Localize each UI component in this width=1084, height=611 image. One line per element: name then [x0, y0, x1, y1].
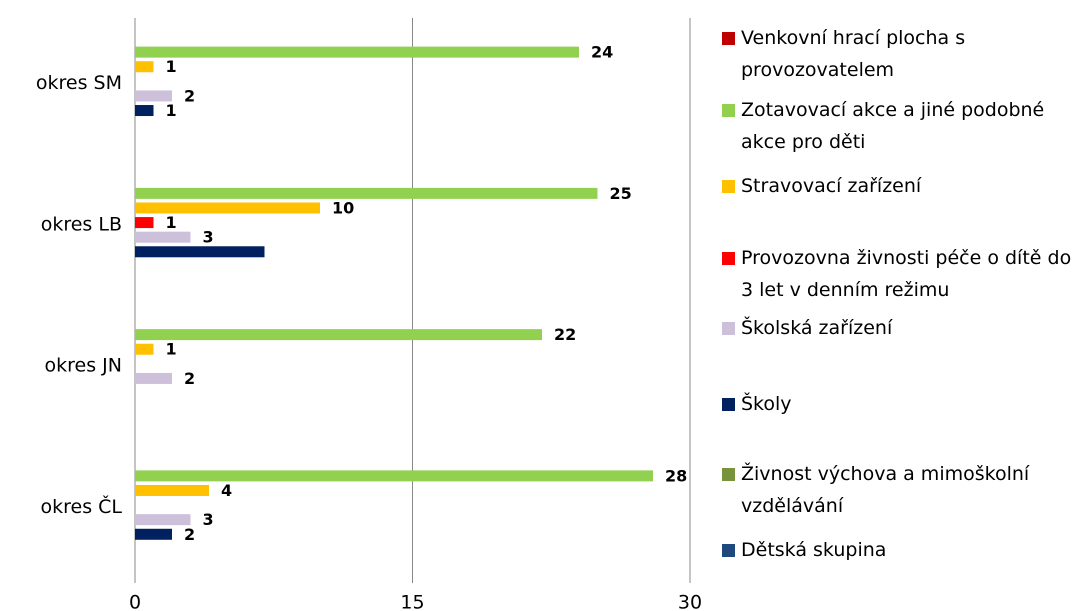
legend-item: Živnost výchova a mimoškolní vzdělávání [722, 458, 1072, 522]
legend-item: Dětská skupina [722, 534, 1072, 566]
data-label: 24 [591, 43, 613, 62]
bar [135, 343, 154, 355]
data-label: 2 [184, 525, 195, 544]
bar [135, 246, 265, 258]
bar [135, 329, 542, 341]
data-label: 4 [221, 481, 232, 500]
bar [135, 372, 172, 384]
legend-label: Živnost výchova a mimoškolní vzdělávání [741, 463, 1030, 517]
data-label: 1 [166, 213, 177, 232]
data-label: 2 [184, 86, 195, 105]
legend-label: Provozovna živnosti péče o dítě do 3 let… [741, 247, 1072, 301]
legend-item: Venkovní hrací plocha s provozovatelem [722, 22, 1072, 86]
legend-item: Provozovna živnosti péče o dítě do 3 let… [722, 242, 1072, 306]
legend-label: Zotavovací akce a jiné podobné akce pro … [741, 99, 1045, 153]
bar [135, 105, 154, 117]
legend-label: Stravovací zařízení [741, 175, 922, 197]
legend-swatch [722, 468, 735, 481]
bar [135, 528, 172, 540]
bar [135, 202, 320, 214]
data-label: 3 [203, 510, 214, 529]
data-label: 10 [332, 198, 354, 217]
x-tick-label: 30 [678, 592, 702, 611]
bar [135, 61, 154, 73]
y-tick-label: okres LB [41, 213, 122, 235]
data-label: 1 [166, 57, 177, 76]
legend-item: Zotavovací akce a jiné podobné akce pro … [722, 94, 1072, 158]
legend-swatch [722, 398, 735, 411]
bar [135, 90, 172, 102]
legend-label: Dětská skupina [741, 539, 887, 561]
x-tick-label: 15 [400, 592, 424, 611]
y-tick-label: okres SM [36, 72, 122, 94]
bar [135, 514, 191, 526]
data-label: 28 [665, 466, 687, 485]
legend-swatch [722, 180, 735, 193]
legend-item: Školská zařízení [722, 312, 1072, 344]
bar [135, 217, 154, 229]
legend-item: Školy [722, 388, 1072, 420]
legend-label: Venkovní hrací plocha s provozovatelem [741, 27, 966, 81]
legend-label: Školy [741, 393, 792, 415]
data-label: 1 [166, 101, 177, 120]
legend-swatch [722, 32, 735, 45]
bar [135, 484, 209, 496]
bar [135, 187, 598, 199]
legend-swatch [722, 544, 735, 557]
bar [135, 46, 579, 58]
y-tick-label: okres JN [45, 355, 122, 377]
data-label: 3 [203, 228, 214, 247]
data-label: 22 [554, 325, 576, 344]
x-tick-label: 0 [129, 592, 141, 611]
legend-item: Stravovací zařízení [722, 170, 1072, 202]
y-tick-label: okres ČL [40, 494, 122, 518]
data-label: 25 [610, 184, 632, 203]
legend-swatch [722, 104, 735, 117]
data-label: 1 [166, 340, 177, 359]
data-label: 2 [184, 369, 195, 388]
legend-label: Školská zařízení [741, 317, 893, 339]
legend-swatch [722, 322, 735, 335]
legend-swatch [722, 252, 735, 265]
bar [135, 231, 191, 243]
bar [135, 470, 653, 482]
